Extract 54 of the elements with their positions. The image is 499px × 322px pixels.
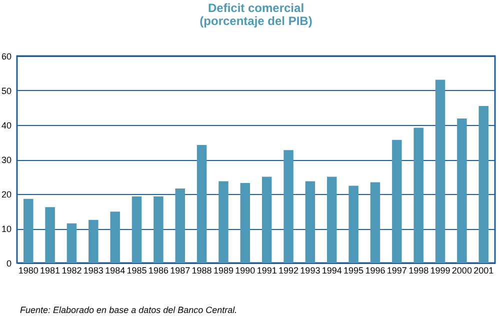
bar: [370, 182, 380, 263]
bar: [88, 220, 98, 263]
x-tick-label: 1989: [213, 266, 234, 276]
x-tick-label: 1985: [126, 266, 147, 276]
y-tick-label: 40: [1, 120, 12, 130]
x-tick-label: 1984: [105, 266, 126, 276]
bar: [457, 118, 467, 263]
chart-subtitle: (porcentaje del PIB): [200, 14, 312, 28]
bar: [24, 198, 34, 263]
y-tick-label: 60: [1, 52, 12, 62]
bar: [110, 212, 120, 263]
x-tick-label: 1988: [192, 266, 212, 276]
bar: [305, 181, 316, 263]
bar: [132, 196, 142, 263]
bar: [478, 106, 488, 263]
x-tick-label: 1993: [300, 266, 320, 276]
bar: [218, 181, 228, 263]
bar: [326, 176, 337, 263]
x-tick-label: 1999: [430, 266, 450, 276]
bar: [240, 182, 250, 263]
bar: [196, 145, 207, 263]
x-tick-label: 1986: [148, 266, 168, 276]
bar: [348, 186, 358, 263]
bar: [45, 207, 55, 263]
x-tick-label: 1991: [256, 266, 277, 276]
x-tick-label: 1994: [322, 266, 342, 276]
chart-title: Deficit comercial: [208, 1, 304, 15]
x-tick-label: 1983: [83, 266, 104, 276]
x-tick-label: 1992: [278, 266, 299, 276]
x-tick-label: 1997: [386, 266, 407, 276]
x-tick-label: 1981: [40, 266, 60, 276]
x-tick-label: 1995: [344, 266, 364, 276]
x-tick-label: 1987: [170, 266, 190, 276]
bar: [392, 140, 402, 263]
y-tick-label: 50: [1, 86, 12, 96]
bar: [154, 196, 164, 263]
x-tick-label: 2001: [474, 266, 494, 276]
source-note: Fuente: Elaborado en base a datos del Banco Central.: [20, 305, 238, 315]
y-tick-label: 20: [1, 190, 12, 200]
y-tick-label: 30: [1, 155, 12, 165]
bar: [414, 128, 424, 263]
bar: [262, 176, 272, 263]
y-tick-label: 10: [1, 224, 12, 234]
bar: [435, 80, 446, 263]
y-tick-label: 0: [6, 258, 12, 268]
bar: [175, 188, 186, 263]
x-tick-label: 1990: [235, 266, 256, 276]
x-tick-label: 1998: [408, 266, 429, 276]
x-tick-label: 1982: [62, 266, 82, 276]
x-tick-label: 1996: [365, 266, 386, 276]
bar: [66, 223, 77, 263]
bar: [284, 150, 294, 263]
x-tick-label: 2000: [452, 266, 472, 276]
x-tick-label: 1980: [18, 266, 38, 276]
